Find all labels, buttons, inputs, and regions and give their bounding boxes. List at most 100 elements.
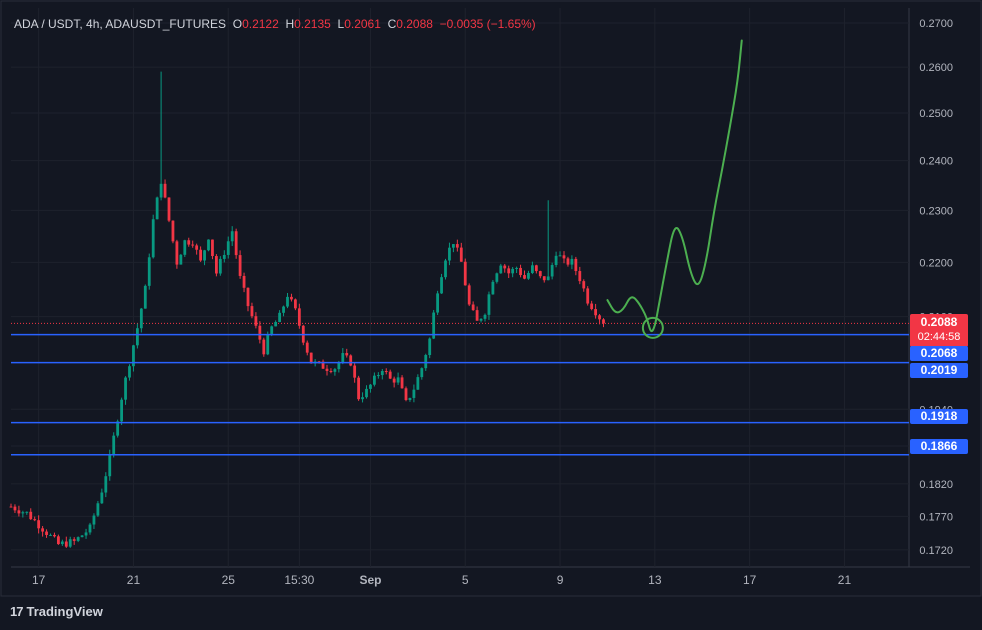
candle-body xyxy=(538,271,542,277)
candle-body xyxy=(337,362,341,370)
candle-body xyxy=(349,355,353,366)
candle-body xyxy=(475,310,479,321)
candle-body xyxy=(218,258,222,274)
candle-body xyxy=(440,277,443,294)
candle-body xyxy=(491,281,495,295)
tradingview-brand[interactable]: 17 TradingView xyxy=(10,604,103,619)
candle-body xyxy=(254,316,258,326)
level-badge-4: 0.1866 xyxy=(910,439,968,454)
candle-body xyxy=(120,399,123,422)
candle-body xyxy=(41,528,44,532)
candle-body xyxy=(305,342,309,353)
candle-body xyxy=(448,247,451,261)
candle-body xyxy=(495,273,499,282)
x-tick-label: 5 xyxy=(462,573,469,587)
candle-body xyxy=(428,338,432,356)
candle-body xyxy=(503,265,507,269)
open-value: 0.2122 xyxy=(242,17,279,31)
candle-body xyxy=(167,197,171,221)
candle-body xyxy=(80,535,84,538)
countdown-timer: 02:44:58 xyxy=(917,331,961,344)
candle-body xyxy=(586,288,590,304)
y-tick-label: 0.2400 xyxy=(919,156,953,168)
candle-body xyxy=(187,240,191,245)
candle-body xyxy=(582,281,586,289)
candle-body xyxy=(558,255,562,257)
candle-body xyxy=(527,273,530,279)
candle-body xyxy=(84,532,88,536)
candle-body xyxy=(183,240,187,255)
candle-body xyxy=(594,309,597,316)
candle-body xyxy=(100,492,104,504)
candle-body xyxy=(17,510,21,514)
candle-body xyxy=(108,454,112,477)
candle-body xyxy=(33,519,37,521)
change-value: −0.0035 (−1.65%) xyxy=(439,17,536,31)
candle-body xyxy=(258,325,262,340)
candle-body xyxy=(226,241,230,255)
x-tick-label: 17 xyxy=(32,573,46,587)
candle-body xyxy=(25,511,29,513)
candle-body xyxy=(29,511,33,520)
candle-body xyxy=(13,506,17,511)
candle-body xyxy=(408,397,412,400)
candle-body xyxy=(444,260,447,278)
candle-body xyxy=(132,345,135,367)
candle-body xyxy=(53,534,56,537)
candle-body xyxy=(199,249,202,261)
close-label: C xyxy=(387,17,397,31)
candle-body xyxy=(499,265,503,274)
candle-body xyxy=(325,368,329,371)
x-tick-label: 17 xyxy=(743,573,757,587)
x-tick-label: 25 xyxy=(222,573,236,587)
candle-body xyxy=(479,318,483,321)
candle-body xyxy=(400,377,404,389)
candle-body xyxy=(195,245,199,250)
candle-body xyxy=(455,244,459,248)
candle-body xyxy=(45,531,48,535)
candle-body xyxy=(136,328,139,346)
y-tick-label: 0.2700 xyxy=(919,18,953,30)
y-tick-label: 0.1770 xyxy=(919,511,953,523)
candle-body xyxy=(112,435,116,455)
candle-body xyxy=(471,304,475,311)
candle-body xyxy=(179,254,183,265)
candle-body xyxy=(215,256,218,274)
candle-body xyxy=(542,276,546,281)
y-tick-label: 0.2300 xyxy=(919,205,953,217)
candle-body xyxy=(203,250,206,261)
candle-body xyxy=(436,293,439,313)
candle-body xyxy=(282,306,285,313)
y-tick-label: 0.1720 xyxy=(919,545,953,557)
last-price-badge: 0.2088 02:44:58 xyxy=(910,314,968,348)
candle-body xyxy=(562,255,566,259)
candle-body xyxy=(171,220,175,242)
candle-body xyxy=(262,339,266,355)
candle-body xyxy=(531,265,534,274)
candle-body xyxy=(163,183,167,198)
candle-body xyxy=(487,294,491,315)
symbol-label[interactable]: ADA / USDT, 4h, ADAUSDT_FUTURES xyxy=(14,17,227,31)
candle-body xyxy=(554,255,558,266)
candle-body xyxy=(396,377,400,383)
candle-body xyxy=(274,322,278,327)
candle-body xyxy=(128,366,131,378)
candle-body xyxy=(412,389,416,398)
candle-body xyxy=(380,371,384,376)
candle-body xyxy=(321,361,325,369)
low-value: 0.2061 xyxy=(344,17,381,31)
candle-body xyxy=(60,541,64,545)
candle-body xyxy=(424,355,428,369)
candle-body xyxy=(578,271,582,282)
candle-body xyxy=(76,537,80,541)
high-label: H xyxy=(285,17,295,31)
candle-body xyxy=(404,388,408,400)
x-tick-label: 15:30 xyxy=(284,573,314,587)
candle-body xyxy=(250,306,254,317)
candle-body xyxy=(388,371,392,379)
candle-body xyxy=(459,247,463,262)
x-tick-label: 9 xyxy=(557,573,564,587)
candle-body xyxy=(515,267,518,269)
circle-marker xyxy=(641,316,664,339)
